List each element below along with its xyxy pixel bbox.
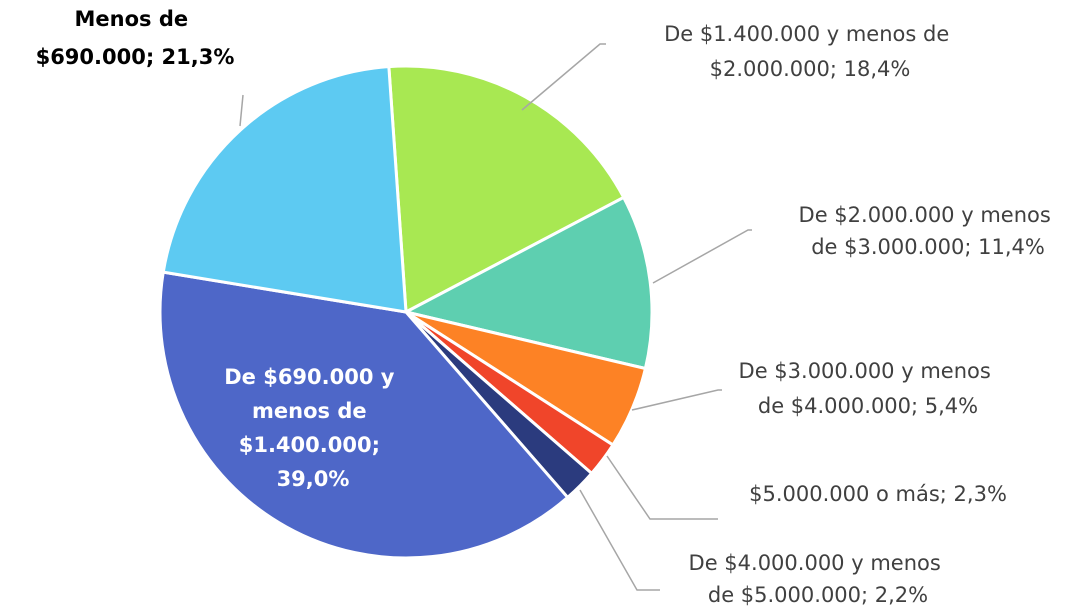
leader-line (606, 455, 718, 520)
data-label: $5.000.000 o más; 2,3% (749, 482, 1007, 506)
data-label: De $690.000 y menos de $1.400.000; 39,0% (224, 365, 402, 491)
data-label: Menos de $690.000; 21,3% (36, 7, 235, 69)
leader-line (652, 229, 752, 284)
leader-line (579, 489, 660, 591)
data-label: De $2.000.000 y menos de $3.000.000; 11,… (799, 203, 1058, 259)
data-label: De $4.000.000 y menos de $5.000.000; 2,2… (689, 551, 948, 607)
leader-line (521, 43, 606, 111)
leader-line (239, 94, 244, 127)
pie-slice (161, 64, 408, 314)
pie-slice (158, 270, 570, 560)
leader-line (631, 389, 722, 411)
pie-slice (387, 64, 626, 315)
data-label: De $1.400.000 y menos de $2.000.000; 18,… (664, 22, 956, 81)
data-label: De $3.000.000 y menos de $4.000.000; 5,4… (739, 359, 998, 418)
